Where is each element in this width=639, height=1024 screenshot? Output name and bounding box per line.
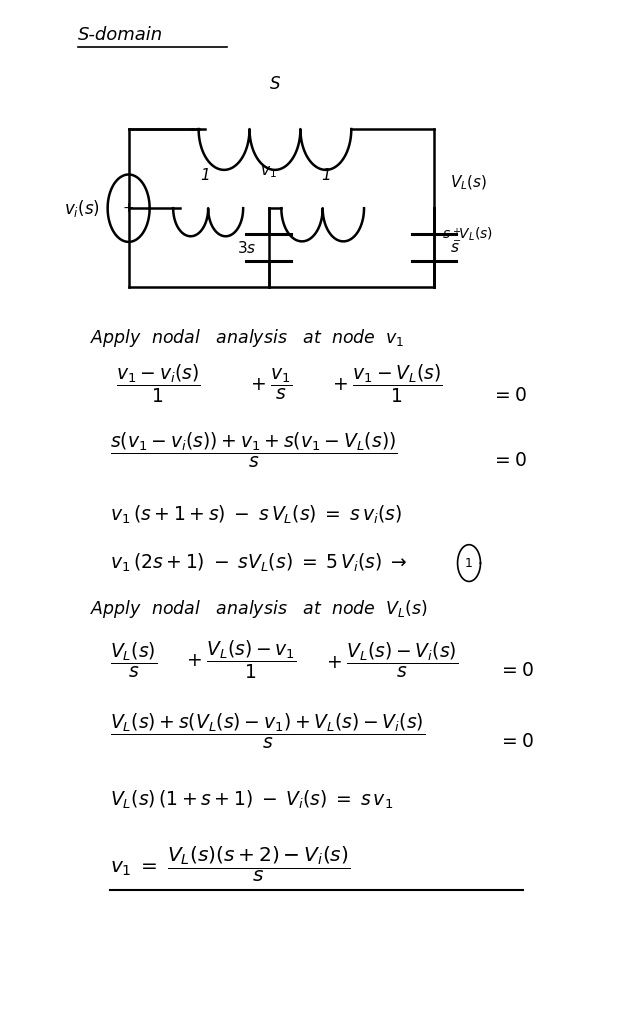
Text: $V_L(s)\,(1+s+1)\;-\;V_i(s)\;=\;s\,v_1$: $V_L(s)\,(1+s+1)\;-\;V_i(s)\;=\;s\,v_1$ <box>109 788 393 811</box>
Text: $\dfrac{v_1 - v_i(s)}{1}$: $\dfrac{v_1 - v_i(s)}{1}$ <box>116 364 201 406</box>
Text: $v_1\,(2s+1)\;-\;sV_L(s)\;=\;5\,V_i(s)\;\rightarrow$: $v_1\,(2s+1)\;-\;sV_L(s)\;=\;5\,V_i(s)\;… <box>109 552 407 574</box>
Text: $3s$: $3s$ <box>236 240 256 256</box>
Text: $= 0$: $= 0$ <box>491 452 527 470</box>
Text: $s$: $s$ <box>450 241 459 255</box>
Text: $+\;\dfrac{v_1 - V_L(s)}{1}$: $+\;\dfrac{v_1 - V_L(s)}{1}$ <box>332 364 443 406</box>
Text: $= 0$: $= 0$ <box>498 732 534 752</box>
Text: Apply  nodal   analysis   at  node  $V_L(s)$: Apply nodal analysis at node $V_L(s)$ <box>91 598 428 620</box>
Text: $+\;\dfrac{V_L(s)-v_1}{1}$: $+\;\dfrac{V_L(s)-v_1}{1}$ <box>186 639 296 681</box>
Text: $= 0$: $= 0$ <box>498 660 534 680</box>
Text: $+\;\dfrac{v_1}{s}$: $+\;\dfrac{v_1}{s}$ <box>249 367 292 402</box>
Text: Apply  nodal   analysis   at  node  $v_1$: Apply nodal analysis at node $v_1$ <box>91 328 405 349</box>
Text: $v_i(s)$: $v_i(s)$ <box>64 198 100 219</box>
Text: 1: 1 <box>200 168 210 182</box>
Text: $V_L(s)$: $V_L(s)$ <box>450 173 487 191</box>
Text: $\dfrac{s(v_1 - v_i(s)) + v_1 + s(v_1 - V_L(s))}{s}$: $\dfrac{s(v_1 - v_i(s)) + v_1 + s(v_1 - … <box>109 431 397 470</box>
Text: S-domain: S-domain <box>78 27 163 44</box>
Text: +: + <box>123 201 134 215</box>
Text: $+\;\dfrac{V_L(s)-V_i(s)}{s}$: $+\;\dfrac{V_L(s)-V_i(s)}{s}$ <box>326 640 458 680</box>
Text: $= 0$: $= 0$ <box>491 386 527 406</box>
Text: S: S <box>270 76 281 93</box>
Text: $\dfrac{V_L(s)}{s}$: $\dfrac{V_L(s)}{s}$ <box>109 640 157 680</box>
Text: $s\;\overset{+}{\underset{-}{}}\!V_L(s)$: $s\;\overset{+}{\underset{-}{}}\!V_L(s)$ <box>442 226 493 242</box>
Text: $v_1\;=\;\dfrac{V_L(s)(s+2)-V_i(s)}{s}$: $v_1\;=\;\dfrac{V_L(s)(s+2)-V_i(s)}{s}$ <box>109 845 350 884</box>
Text: 1: 1 <box>465 557 473 569</box>
Text: $v_1\,(s+1+s)\;-\;s\,V_L(s)\;=\;s\,v_i(s)$: $v_1\,(s+1+s)\;-\;s\,V_L(s)\;=\;s\,v_i(s… <box>109 504 402 526</box>
Text: 1: 1 <box>321 168 331 182</box>
Text: $\dfrac{V_L(s)+s(V_L(s)-v_1)+V_L(s)-V_i(s)}{s}$: $\dfrac{V_L(s)+s(V_L(s)-v_1)+V_L(s)-V_i(… <box>109 712 425 752</box>
Text: $v_1$: $v_1$ <box>260 164 277 179</box>
